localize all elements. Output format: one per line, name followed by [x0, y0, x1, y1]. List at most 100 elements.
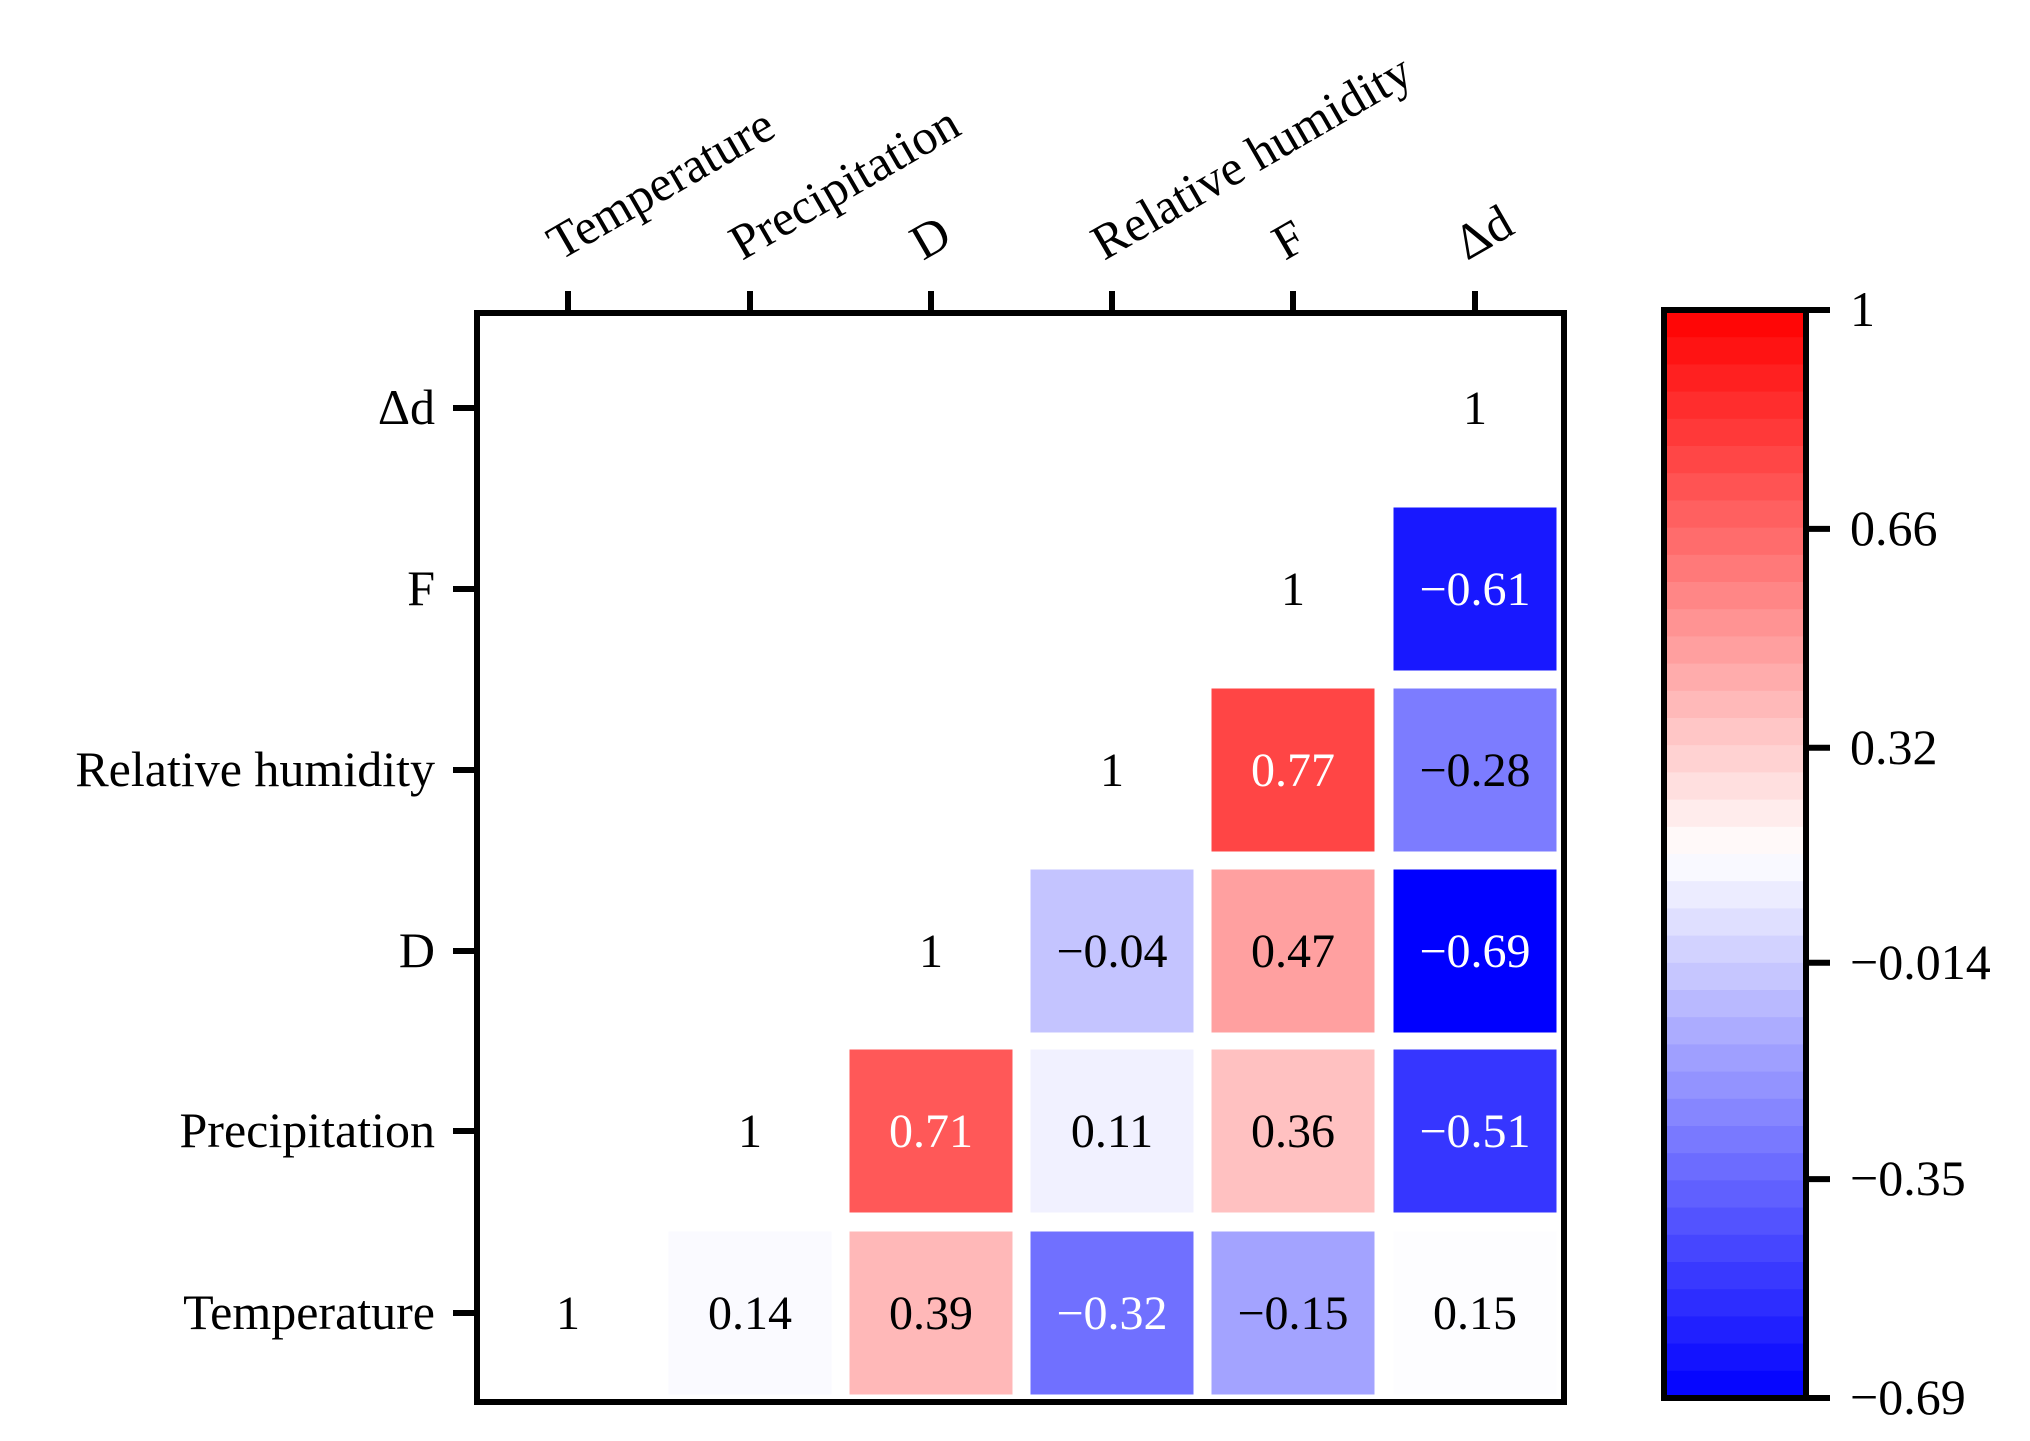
colorbar-segment [1664, 554, 1806, 583]
colorbar-segment [1664, 935, 1806, 964]
cell-temperature-temperature: 1 [556, 1287, 580, 1340]
colorbar-segment [1664, 418, 1806, 447]
y-tick-label-relative-humidity: Relative humidity [75, 741, 435, 797]
cell-precipitation-f: 0.36 [1211, 1049, 1375, 1213]
colorbar-segment [1664, 908, 1806, 937]
colorbar-segment [1664, 337, 1806, 365]
x-tick-label-f: F [1263, 208, 1315, 270]
colorbar-tick-label: −0.35 [1850, 1150, 1966, 1206]
colorbar: 1 0.66 0.32 −0.014 −0.35 −0.69 [1661, 281, 1991, 1425]
colorbar-segment [1664, 1180, 1806, 1209]
colorbar-segment [1664, 1044, 1806, 1073]
colorbar-segment [1664, 1153, 1806, 1181]
colorbar-segment [1664, 962, 1806, 991]
heatmap-cell [1030, 1231, 1194, 1395]
heatmap-cell [1211, 1231, 1375, 1395]
colorbar-tick-label: −0.69 [1850, 1369, 1966, 1425]
x-tick-label-delta-d: Δd [1445, 193, 1522, 270]
heatmap-cell [849, 1231, 1013, 1395]
colorbar-segment [1664, 881, 1806, 909]
colorbar-segment [1664, 1207, 1806, 1236]
colorbar-tick-label: 0.66 [1850, 500, 1938, 556]
colorbar-segment [1664, 663, 1806, 692]
colorbar-tick-label: 1 [1850, 281, 1875, 337]
colorbar-frame [1661, 307, 1809, 1401]
colorbar-segment [1664, 990, 1806, 1018]
colorbar-segment [1664, 745, 1806, 773]
cell-temperature-d: 0.39 [849, 1231, 1013, 1395]
colorbar-segment [1664, 690, 1806, 719]
colorbar-segment [1664, 1071, 1806, 1100]
colorbar-segment [1664, 1234, 1806, 1263]
y-axis: Temperature Precipitation D Relative humidi… [75, 379, 477, 1340]
colorbar-segment [1664, 1289, 1806, 1317]
cell-value-label: 0.15 [1433, 1287, 1517, 1340]
heatmap-cell [1393, 1049, 1557, 1213]
cell-value-label: 0.77 [1251, 744, 1335, 797]
colorbar-segment [1664, 1316, 1806, 1345]
colorbar-segment [1664, 310, 1806, 338]
y-tick-label-precipitation: Precipitation [180, 1102, 436, 1158]
cell-d-delta-d: −0.69 [1393, 869, 1557, 1033]
heatmap-cell [1393, 1231, 1557, 1395]
cell-value-label: 1 [1100, 744, 1124, 797]
heatmap-cells: 1 0.14 0.39 −0.32 −0.15 0.15 1 0.71 0.11 0.36 −0.5… [556, 382, 1557, 1395]
cell-delta-d-delta-d: 1 [1463, 382, 1487, 435]
cell-value-label: 1 [556, 1287, 580, 1340]
colorbar-segment [1664, 1370, 1806, 1399]
cell-value-label: 0.47 [1251, 925, 1335, 978]
cell-precipitation-precipitation: 1 [738, 1105, 762, 1158]
colorbar-segment [1664, 1098, 1806, 1127]
colorbar-segment [1664, 582, 1806, 610]
cell-relative-humidity-f: 0.77 [1211, 688, 1375, 852]
cell-value-label: −0.51 [1419, 1105, 1530, 1158]
colorbar-segment [1664, 1262, 1806, 1290]
heatmap-cell [1211, 688, 1375, 852]
colorbar-segment [1664, 527, 1806, 556]
heatmap-cell [1211, 1049, 1375, 1213]
cell-value-label: 1 [1463, 382, 1487, 435]
cell-value-label: 1 [1281, 563, 1305, 616]
cell-d-f: 0.47 [1211, 869, 1375, 1033]
colorbar-segment [1664, 1017, 1806, 1045]
y-tick-label-d: D [399, 922, 435, 978]
cell-precipitation-d: 0.71 [849, 1049, 1013, 1213]
cell-f-delta-d: −0.61 [1393, 507, 1557, 671]
colorbar-segment [1664, 826, 1806, 855]
heatmap-cell [1030, 1049, 1194, 1213]
colorbar-segment [1664, 500, 1806, 529]
cell-value-label: 0.14 [708, 1287, 792, 1340]
cell-relative-humidity-relative-humidity: 1 [1100, 744, 1124, 797]
colorbar-tick-label: 0.32 [1850, 719, 1938, 775]
cell-value-label: −0.04 [1056, 925, 1167, 978]
cell-temperature-delta-d: 0.15 [1393, 1231, 1557, 1395]
cell-value-label: −0.15 [1237, 1287, 1348, 1340]
colorbar-segment [1664, 636, 1806, 665]
cell-precipitation-delta-d: −0.51 [1393, 1049, 1557, 1213]
cell-relative-humidity-delta-d: −0.28 [1393, 688, 1557, 852]
cell-value-label: 0.11 [1071, 1105, 1153, 1158]
colorbar-tick-label: −0.014 [1850, 934, 1991, 990]
y-tick-label-f: F [407, 560, 435, 616]
cell-temperature-f: −0.15 [1211, 1231, 1375, 1395]
colorbar-segment [1664, 391, 1806, 420]
cell-value-label: −0.61 [1419, 563, 1530, 616]
colorbar-segment [1664, 1126, 1806, 1154]
colorbar-segment [1664, 854, 1806, 882]
cell-value-label: −0.28 [1419, 744, 1530, 797]
cell-value-label: 1 [919, 925, 943, 978]
plot-frame [474, 310, 1567, 1405]
heatmap-cell [1211, 869, 1375, 1033]
colorbar-segment [1664, 609, 1806, 637]
cell-precipitation-relative-humidity: 0.11 [1030, 1049, 1194, 1213]
cell-value-label: 0.71 [889, 1105, 973, 1158]
cell-temperature-precipitation: 0.14 [668, 1231, 832, 1395]
heatmap-cell [1393, 688, 1557, 852]
cell-d-relative-humidity: −0.04 [1030, 869, 1194, 1033]
heatmap-cell [1393, 869, 1557, 1033]
colorbar-segment [1664, 446, 1806, 474]
colorbar-segment [1664, 473, 1806, 501]
x-tick-label-relative-humidity: Relative humidity [1082, 42, 1421, 270]
cell-value-label: 0.39 [889, 1287, 973, 1340]
